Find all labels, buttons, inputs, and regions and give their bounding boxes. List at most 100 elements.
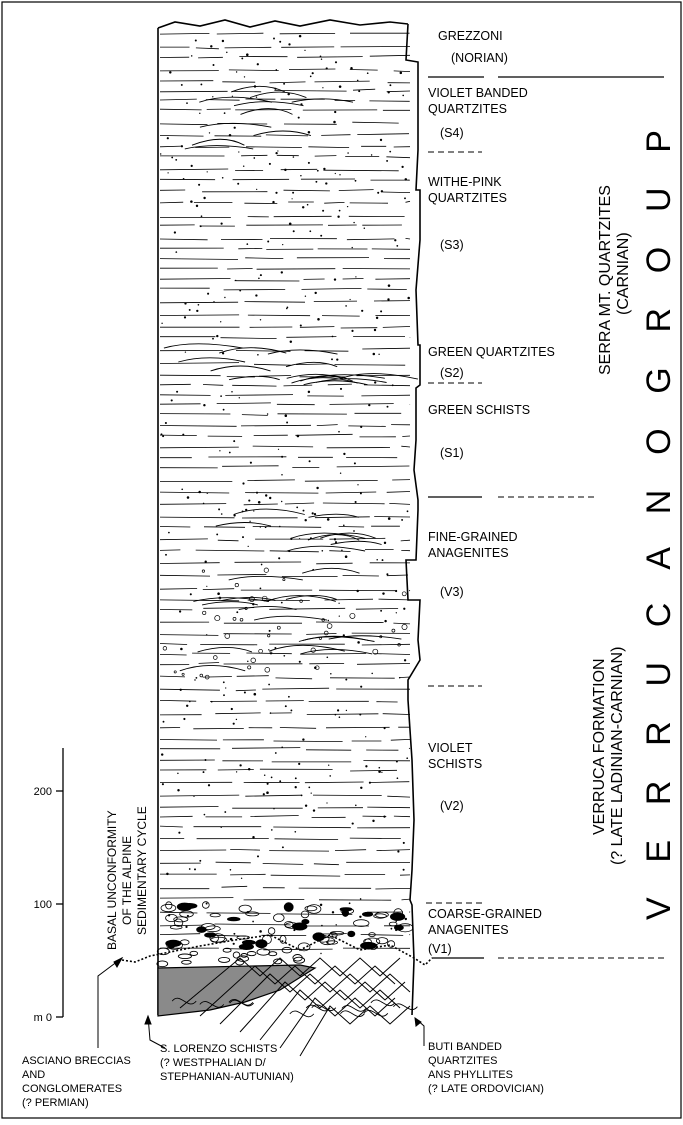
fold-chevron [305,1004,331,1012]
grain-dot [315,180,318,183]
pebble [300,910,310,919]
unit-s1-code: (S1) [440,446,464,460]
grain-dot [342,634,345,637]
grain-dot [353,462,356,465]
pebble [204,674,210,680]
grain-dot [343,524,345,527]
grain-dot [216,334,219,338]
pebble [209,913,221,918]
asciano-label-1: ASCIANO BRECCIAS [22,1055,131,1067]
bedding-line [159,121,399,126]
grain-dot [366,72,369,75]
bedding-line [159,54,411,59]
grain-dot [273,808,275,810]
grain-dot [377,191,380,194]
breccia-clast [268,951,278,957]
grain-dot [355,276,357,278]
cross-bedding [286,545,366,552]
bedding-line [159,643,411,646]
bedding-line [159,525,400,528]
grain-dot [160,433,163,436]
grain-dot [279,525,281,528]
grain-dot [179,688,182,691]
grain-dot [356,79,359,82]
grain-dot [334,61,338,64]
grain-dot [228,451,231,454]
grain-dot [301,206,305,209]
grain-dot [242,482,245,485]
pebble [318,636,322,640]
grain-dot [304,804,308,807]
cross-bedding [215,522,272,527]
pebble [310,647,316,653]
cross-bedding [330,540,382,545]
bedding-line [159,607,399,611]
grain-dot [322,209,325,212]
pebble [363,938,372,945]
grain-dot [343,452,346,456]
grain-dot [351,822,354,825]
fold-chevron [299,1005,411,1057]
unit-s3-code: (S3) [440,238,464,252]
grain-dot [306,203,309,206]
grain-dot [338,85,342,88]
grain-dot [404,917,408,921]
grain-dot [204,560,207,563]
asciano-label-2: AND [22,1069,45,1081]
fold-chevron [341,1005,367,1012]
pebble [196,926,207,933]
scale-tick-label: 200 [34,786,52,798]
grain-dot [322,87,324,89]
grain-dot [298,34,302,38]
grain-dot [165,553,167,556]
grain-dot [275,69,278,71]
grain-dot [395,760,398,763]
grain-dot [188,868,191,870]
grain-dot [219,450,221,452]
pebble [401,591,407,597]
grain-dot [218,508,221,511]
grain-dot [309,75,312,78]
unit-v3-code: (V3) [440,585,464,599]
bedding-line [159,806,411,809]
grain-dot [233,932,236,935]
pebble [173,670,177,674]
pebble [393,924,404,931]
grain-dot [180,83,183,86]
unit-s4-code: (S4) [440,126,464,140]
grain-dot [307,161,310,164]
bedding-line [159,247,411,250]
breccia-clast [156,960,169,968]
fold-chevron [370,999,396,1007]
pebble [181,672,185,676]
pebble [199,673,204,678]
grain-dot [286,307,288,310]
pebble [165,914,178,923]
grain-dot [272,200,275,204]
pebble [245,911,260,917]
cross-bedding [300,375,353,382]
grain-dot [260,563,263,566]
pebble [279,935,287,944]
grain-dot [404,197,406,200]
grain-dot [273,37,275,40]
grain-dot [266,791,269,794]
bedding-line [159,849,411,852]
grain-dot [200,215,203,218]
grain-dot [263,774,266,777]
grain-dot [259,274,262,277]
cross-bedding [310,374,385,379]
grain-dot [383,727,386,730]
pebble [239,617,244,622]
grain-dot [372,819,375,823]
grain-dot [190,200,193,203]
grain-dot [274,752,277,754]
bedding-line [159,479,411,482]
pebble [202,901,210,909]
grain-dot [395,612,397,614]
bedding-line [159,561,411,565]
cross-bedding [320,532,376,539]
pebble [374,911,389,918]
grain-dot [186,102,188,104]
breccia-clast [246,951,257,957]
